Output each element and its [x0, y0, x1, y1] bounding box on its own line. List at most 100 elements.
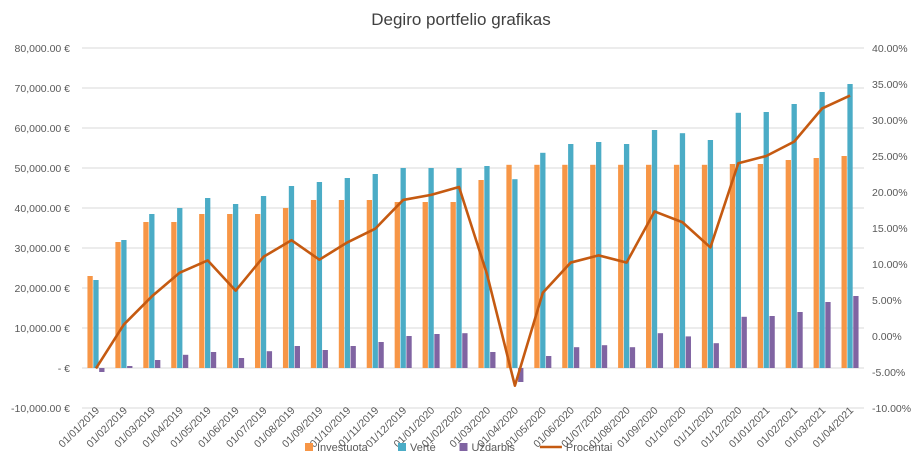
bar-investuota	[841, 156, 847, 368]
bar-vert	[847, 84, 853, 368]
bar-vert	[288, 186, 295, 368]
bar-udarbis	[490, 352, 496, 368]
y-left-tick-label: 30,000.00 €	[15, 243, 71, 255]
bar-investuota	[422, 202, 428, 368]
bar-investuota	[394, 202, 400, 368]
y-right-tick-label: 10.00%	[872, 259, 908, 271]
bar-investuota	[534, 164, 540, 368]
bar-vert	[568, 144, 574, 368]
bar-investuota	[562, 164, 568, 368]
bar-udarbis	[629, 347, 636, 368]
bar-udarbis	[462, 333, 468, 368]
y-left-tick-label: - €	[58, 363, 70, 375]
legend-label: Vertė	[410, 442, 436, 454]
bar-vert	[93, 280, 99, 368]
y-right-tick-label: -5.00%	[872, 367, 905, 379]
y-left-tick-label: 40,000.00 €	[15, 203, 71, 215]
chart-title: Degiro portfelio grafikas	[371, 10, 551, 29]
y-left-tick-label: 60,000.00 €	[15, 123, 71, 135]
bar-vert	[763, 112, 769, 368]
y-right-tick-label: 40.00%	[872, 43, 908, 55]
bar-udarbis	[685, 336, 691, 368]
y-right-tick-label: -10.00%	[872, 403, 911, 415]
bar-vert	[512, 179, 518, 368]
y-left-tick-label: 20,000.00 €	[15, 283, 71, 295]
bar-vert	[149, 214, 155, 368]
y-left-tick-label: 10,000.00 €	[15, 323, 71, 335]
y-right-tick-label: 30.00%	[872, 115, 908, 127]
bar-investuota	[366, 200, 373, 368]
bar-vert	[316, 182, 323, 368]
bar-vert	[400, 168, 406, 368]
bar-investuota	[673, 164, 680, 368]
bar-vert	[679, 133, 686, 368]
bar-udarbis	[182, 354, 189, 368]
legend-swatch	[398, 443, 406, 451]
bar-udarbis	[350, 346, 356, 368]
bar-investuota	[171, 222, 177, 368]
bar-vert	[372, 174, 378, 368]
bar-udarbis	[434, 334, 440, 368]
legend-label: Uždarbis	[472, 442, 516, 454]
bar-udarbis	[657, 333, 664, 368]
bar-udarbis	[378, 342, 384, 368]
legend-label: Procentai	[566, 442, 612, 454]
bar-udarbis	[741, 316, 747, 368]
legend-swatch	[459, 443, 468, 451]
bar-udarbis	[573, 347, 580, 368]
bar-vert	[707, 140, 714, 368]
bar-investuota	[199, 214, 205, 368]
y-right-tick-label: 5.00%	[872, 295, 902, 307]
y-right-tick-label: 0.00%	[872, 331, 902, 343]
bar-investuota	[255, 214, 261, 368]
bar-investuota	[478, 180, 484, 368]
bar-udarbis	[266, 351, 273, 368]
y-right-tick-label: 35.00%	[872, 79, 908, 91]
bar-investuota	[87, 276, 93, 368]
bar-udarbis	[601, 345, 608, 368]
y-left-tick-label: 80,000.00 €	[15, 43, 71, 55]
y-right-tick-label: 20.00%	[872, 187, 908, 199]
legend-swatch	[305, 443, 313, 451]
bar-vert	[260, 196, 267, 368]
bar-investuota	[282, 208, 289, 368]
bar-vert	[177, 208, 183, 368]
y-right-tick-label: 15.00%	[872, 223, 908, 235]
bar-investuota	[729, 164, 736, 368]
bar-vert	[121, 240, 127, 368]
bar-udarbis	[518, 368, 524, 382]
bar-udarbis	[546, 356, 552, 368]
bar-investuota	[115, 242, 121, 368]
bar-vert	[344, 178, 350, 368]
bar-investuota	[785, 160, 791, 368]
bar-investuota	[506, 164, 512, 368]
bar-udarbis	[797, 312, 803, 368]
bar-vert	[232, 204, 239, 368]
bar-vert	[456, 168, 462, 368]
bar-investuota	[590, 164, 596, 368]
bar-vert	[623, 144, 630, 368]
bar-investuota	[450, 202, 456, 368]
bar-investuota	[338, 200, 345, 368]
bar-investuota	[646, 164, 652, 368]
bar-investuota	[310, 200, 317, 368]
bar-udarbis	[99, 368, 105, 372]
bar-udarbis	[155, 360, 161, 368]
bar-udarbis	[127, 366, 133, 368]
bar-udarbis	[713, 343, 719, 368]
bar-investuota	[227, 214, 233, 368]
y-right-tick-label: 25.00%	[872, 151, 908, 163]
bar-investuota	[701, 164, 708, 368]
bar-investuota	[618, 164, 624, 368]
bar-vert	[819, 92, 825, 368]
bar-vert	[205, 198, 211, 368]
bar-vert	[540, 152, 546, 368]
bar-vert	[651, 130, 658, 368]
legend-label: Investuota	[317, 442, 369, 454]
bar-vert	[428, 168, 434, 368]
bar-udarbis	[238, 358, 245, 368]
bar-udarbis	[294, 346, 300, 368]
y-left-tick-label: 70,000.00 €	[15, 83, 71, 95]
